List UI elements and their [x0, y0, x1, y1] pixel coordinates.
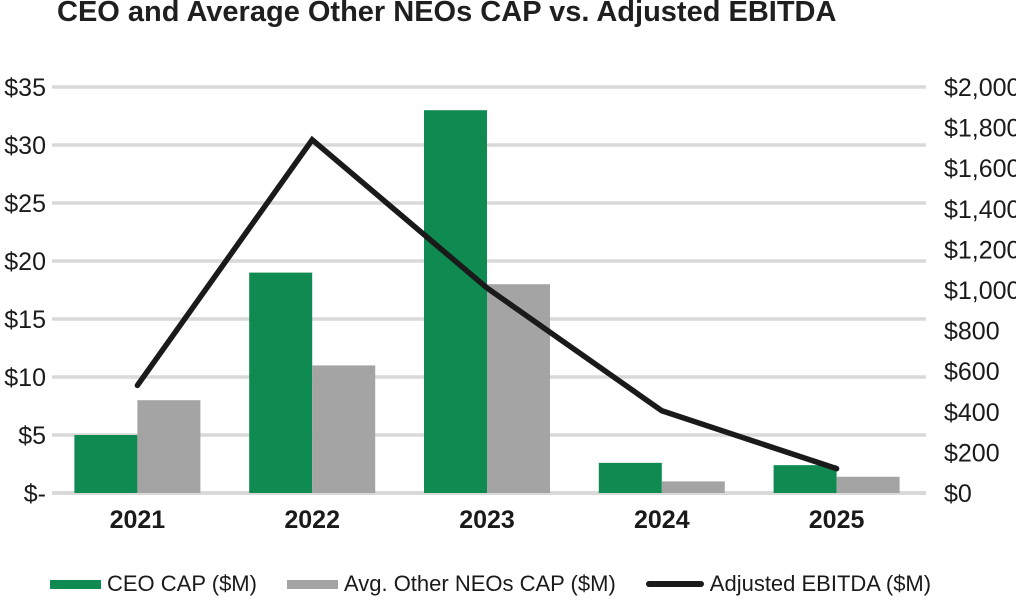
- bar-neo-cap-2021: [137, 400, 201, 493]
- bar-ceo-cap-2021: [74, 435, 138, 493]
- legend-item-ebitda: Adjusted EBITDA ($M): [645, 571, 932, 597]
- legend-item-neo-cap: Avg. Other NEOs CAP ($M): [286, 571, 616, 597]
- right-axis-tick-label: $1,000: [944, 277, 1016, 305]
- left-axis-tick-label: $15: [4, 306, 46, 334]
- x-axis-label-2023: 2023: [459, 506, 515, 534]
- ceo-cap-swatch-icon: [50, 579, 101, 589]
- bar-ceo-cap-2025: [773, 465, 837, 493]
- right-axis-tick-label: $0: [944, 480, 972, 508]
- bar-neo-cap-2023: [487, 284, 550, 493]
- right-axis-tick-label: $800: [944, 318, 1000, 346]
- left-axis-tick-label: $30: [4, 132, 46, 160]
- left-axis-tick-label: $-: [24, 480, 46, 508]
- bar-neo-cap-2025: [836, 476, 900, 493]
- left-axis-tick-label: $25: [4, 190, 46, 218]
- x-axis-label-2022: 2022: [284, 506, 340, 534]
- right-axis-tick-label: $1,800: [944, 115, 1016, 143]
- ebitda-line-swatch-icon: [645, 581, 704, 587]
- left-axis-tick-label: $5: [18, 422, 46, 450]
- right-axis-tick-label: $200: [944, 439, 1000, 467]
- ebitda-line: [134, 135, 840, 472]
- neo-cap-swatch-icon: [286, 579, 338, 589]
- legend-label-ebitda: Adjusted EBITDA ($M): [709, 571, 932, 596]
- legend-item-ceo-cap: CEO CAP ($M): [50, 571, 257, 597]
- left-axis-tick-label: $35: [4, 74, 46, 102]
- x-axis-label-2024: 2024: [634, 506, 690, 534]
- right-axis-tick-label: $1,400: [944, 196, 1016, 224]
- right-axis-tick-label: $600: [944, 358, 1000, 386]
- chart-title: CEO and Average Other NEOs CAP vs. Adjus…: [57, 0, 837, 28]
- bar-ceo-cap-2024: [598, 462, 662, 493]
- bar-neo-cap-2024: [661, 481, 725, 493]
- x-axis-label-2025: 2025: [809, 506, 865, 534]
- legend-label-neo-cap: Avg. Other NEOs CAP ($M): [343, 571, 616, 596]
- right-axis-tick-label: $2,000: [944, 74, 1016, 102]
- bar-ceo-cap-2022: [249, 272, 313, 493]
- bar-ceo-cap-2023: [424, 110, 487, 493]
- right-axis-tick-label: $1,200: [944, 236, 1016, 264]
- legend-label-ceo-cap: CEO CAP ($M): [107, 571, 257, 596]
- x-axis-label-2021: 2021: [110, 506, 166, 534]
- bar-neo-cap-2022: [312, 365, 376, 493]
- right-axis-tick-label: $1,600: [944, 155, 1016, 183]
- right-axis-tick-label: $400: [944, 399, 1000, 427]
- left-axis-tick-label: $20: [4, 248, 46, 276]
- legend: CEO CAP ($M) Avg. Other NEOs CAP ($M) Ad…: [50, 568, 931, 600]
- left-axis-tick-label: $10: [4, 364, 46, 392]
